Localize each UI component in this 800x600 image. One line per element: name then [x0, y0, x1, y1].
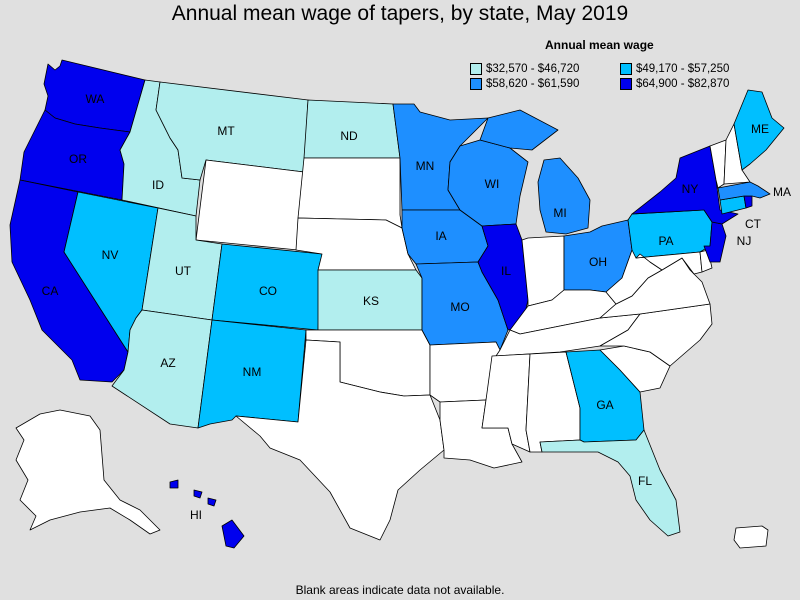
state-hi[interactable] [169, 479, 245, 549]
state-me[interactable] [733, 89, 785, 171]
state-label-ma: MA [773, 185, 791, 199]
state-nm[interactable] [197, 319, 307, 429]
state-ma[interactable] [717, 181, 771, 201]
state-pr[interactable] [733, 525, 769, 549]
legend-title: Annual mean wage [545, 38, 654, 52]
state-nj[interactable] [703, 221, 727, 263]
state-label-nv: NV [102, 248, 119, 262]
state-label-mn: MN [416, 159, 435, 173]
state-label-co: CO [259, 284, 277, 298]
legend-label: $58,620 - $61,590 [486, 78, 580, 90]
state-label-nm: NM [243, 365, 262, 379]
state-ny[interactable] [631, 145, 739, 225]
state-label-az: AZ [160, 356, 175, 370]
state-label-ny: NY [682, 182, 699, 196]
legend-item: $32,570 - $46,720 [470, 63, 579, 75]
state-label-wa: WA [86, 92, 105, 106]
state-label-ia: IA [435, 229, 446, 243]
legend-item: $58,620 - $61,590 [470, 78, 579, 90]
state-sd[interactable] [297, 157, 403, 229]
state-label-ks: KS [363, 294, 379, 308]
state-nh[interactable] [723, 123, 751, 185]
state-vt[interactable] [709, 139, 727, 189]
state-mi[interactable] [479, 109, 591, 235]
footnote: Blank areas indicate data not available. [295, 583, 505, 597]
state-label-wi: WI [485, 177, 500, 191]
legend-swatch [620, 63, 632, 75]
state-nc[interactable] [599, 303, 713, 367]
state-label-me: ME [751, 122, 769, 136]
state-label-or: OR [69, 152, 87, 166]
state-label-nd: ND [340, 129, 358, 143]
state-label-ca: CA [42, 284, 59, 298]
state-label-pa: PA [658, 234, 673, 248]
state-label-fl: FL [638, 474, 652, 488]
state-label-mi: MI [553, 206, 566, 220]
legend-swatch [470, 78, 482, 90]
legend-label: $49,170 - $57,250 [636, 63, 730, 75]
legend-swatch [470, 63, 482, 75]
state-label-ga: GA [596, 398, 613, 412]
state-ak[interactable] [15, 409, 161, 535]
state-label-oh: OH [589, 255, 607, 269]
state-label-ct: CT [745, 217, 762, 231]
state-label-il: IL [501, 264, 511, 278]
legend-label: $64,900 - $82,870 [636, 78, 730, 90]
state-label-mo: MO [450, 300, 469, 314]
state-label-mt: MT [217, 124, 235, 138]
state-fl[interactable] [539, 429, 681, 537]
legend-item: $64,900 - $82,870 [620, 78, 729, 90]
legend-swatch [620, 78, 632, 90]
map-title: Annual mean wage of tapers, by state, Ma… [171, 2, 629, 25]
state-tx[interactable] [235, 339, 445, 541]
state-il[interactable] [477, 223, 529, 331]
state-wy[interactable] [195, 159, 305, 251]
legend-item: $49,170 - $57,250 [620, 63, 729, 75]
state-label-ut: UT [175, 264, 192, 278]
state-label-hi: HI [190, 508, 202, 522]
state-label-nj: NJ [737, 234, 752, 248]
legend-label: $32,570 - $46,720 [486, 63, 580, 75]
state-label-id: ID [152, 178, 164, 192]
